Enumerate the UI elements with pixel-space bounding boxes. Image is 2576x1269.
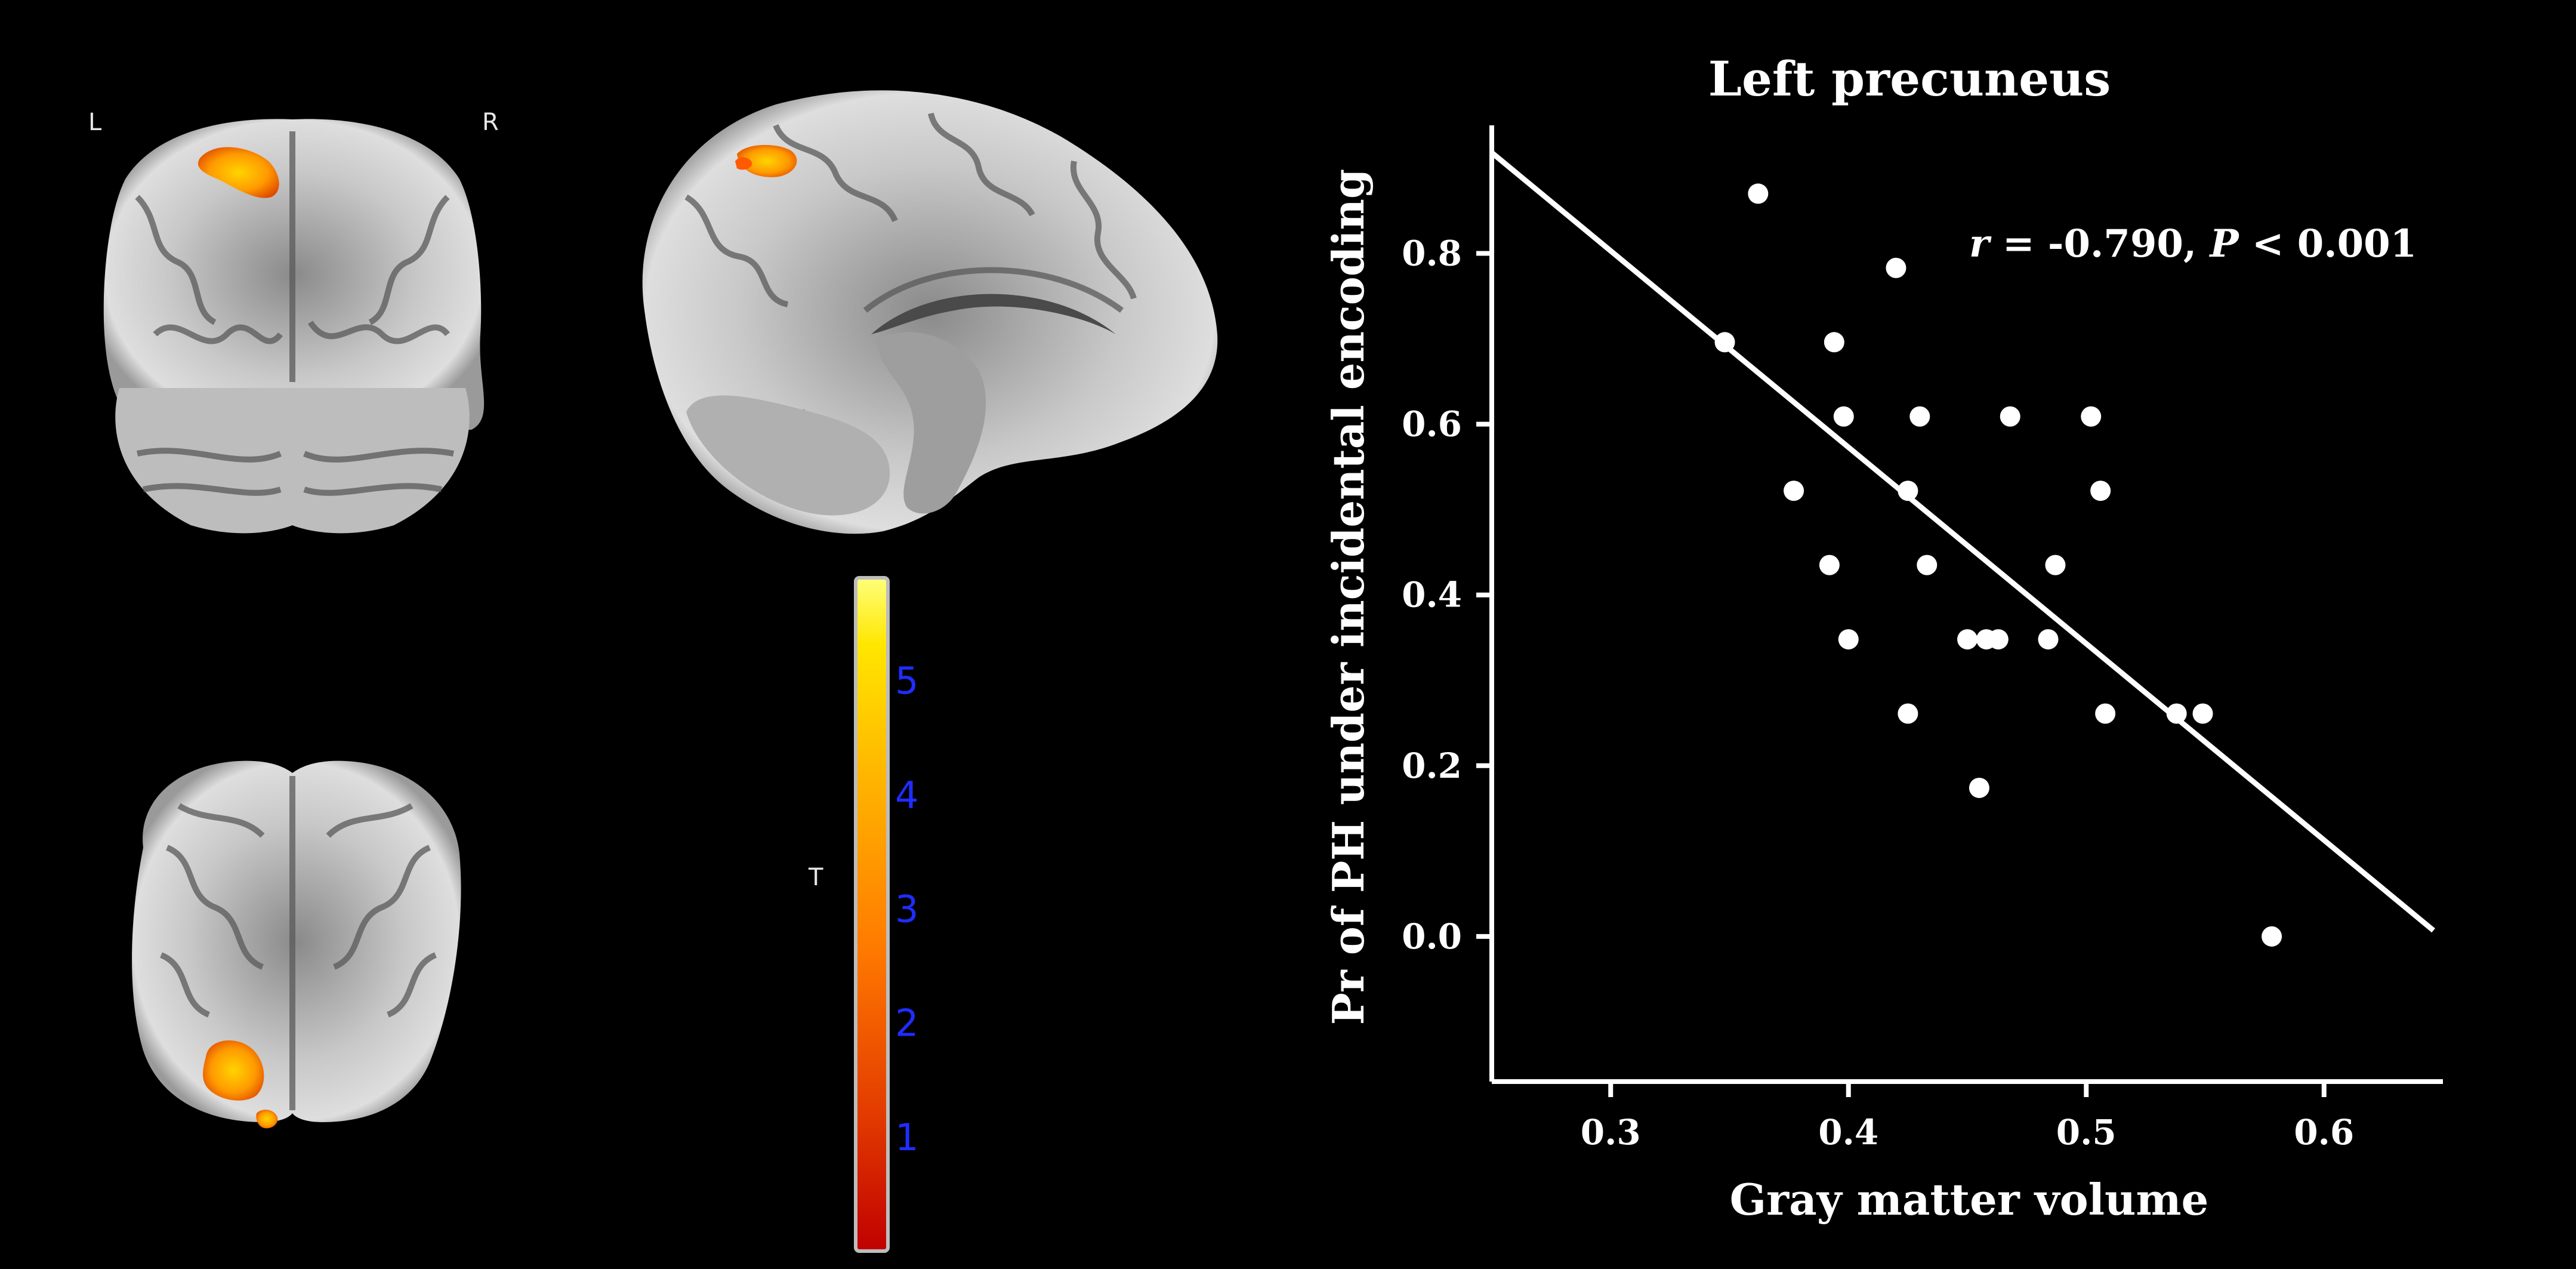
scatter-point	[1909, 406, 1930, 427]
chart-title: Left precuneus	[1708, 51, 2111, 107]
x-tick-label: 0.5	[2056, 1112, 2117, 1153]
scatter-point	[2262, 926, 2282, 947]
annotation-p-value: < 0.001	[2239, 221, 2417, 266]
brain-images: L R T 1 2 3 4 5	[88, 90, 1218, 1253]
colorbar: T 1 2 3 4 5	[808, 576, 918, 1253]
scatter-point	[1714, 332, 1735, 353]
scatter-point	[2095, 703, 2116, 724]
axial-brain-slice	[132, 760, 461, 1129]
scatter-point	[1898, 703, 1918, 724]
scatter-point	[1898, 481, 1918, 501]
annotation-r-symbol: r	[1969, 221, 1992, 266]
x-tick-label: 0.4	[1818, 1112, 1878, 1153]
colorbar-tick-label: 1	[895, 1116, 918, 1159]
scatter-chart: Left precuneus 0.3 0.4 0.5 0.6 0.0 0.2 0.4 0.6…	[1323, 51, 2443, 1225]
x-axis-label: Gray matter volume	[1730, 1174, 2209, 1225]
data-points	[1714, 183, 2282, 947]
y-ticks: 0.0 0.2 0.4 0.6 0.8	[1402, 233, 1492, 957]
y-tick-label: 0.8	[1402, 233, 1462, 274]
scatter-point	[2045, 555, 2066, 575]
colorbar-tick-label: 2	[895, 1002, 918, 1045]
scatter-point	[1838, 629, 1859, 650]
scatter-point	[1917, 555, 1938, 575]
y-tick-label: 0.0	[1402, 916, 1462, 957]
scatter-point	[2166, 703, 2187, 724]
scatter-point	[1988, 629, 2009, 650]
coronal-right-label: R	[482, 109, 499, 136]
coronal-brain-slice	[103, 119, 485, 534]
colorbar-ticks: 1 2 3 4 5	[895, 659, 918, 1159]
regression-line	[1490, 150, 2435, 933]
scatter-point	[2081, 406, 2102, 427]
colorbar-tick-label: 3	[895, 887, 918, 931]
scatter-point	[1886, 257, 1906, 278]
colorbar-tick-label: 5	[895, 659, 918, 703]
sagittal-brain-slice	[642, 90, 1218, 534]
coronal-left-label: L	[88, 109, 102, 136]
y-tick-label: 0.2	[1402, 746, 1462, 786]
scatter-point	[1833, 406, 1854, 427]
scatter-point	[2090, 481, 2111, 501]
x-tick-label: 0.3	[1581, 1112, 1641, 1153]
y-axis-label: Pr of PH under incidental encoding	[1323, 169, 1374, 1025]
scatter-point	[2000, 406, 2020, 427]
scatter-point	[1819, 555, 1840, 575]
scatter-point	[1748, 183, 1769, 204]
scatter-point	[1957, 629, 1977, 650]
x-ticks: 0.3 0.4 0.5 0.6	[1581, 1082, 2354, 1153]
colorbar-tick-label: 4	[895, 773, 918, 817]
annotation-p-symbol: P	[2208, 221, 2239, 266]
colorbar-label: T	[808, 864, 823, 891]
correlation-annotation: r = -0.790, P < 0.001	[1969, 221, 2417, 266]
y-tick-label: 0.4	[1402, 575, 1462, 615]
scatter-point	[1969, 777, 1989, 798]
scatter-point	[2192, 703, 2213, 724]
x-tick-label: 0.6	[2294, 1112, 2354, 1153]
scatter-point	[1784, 481, 1804, 501]
annotation-r-value: = -0.790,	[1989, 221, 2210, 266]
colorbar-gradient	[854, 576, 890, 1253]
scatter-point	[1824, 332, 1844, 353]
y-tick-label: 0.6	[1402, 404, 1462, 445]
scatter-point	[2038, 629, 2059, 650]
